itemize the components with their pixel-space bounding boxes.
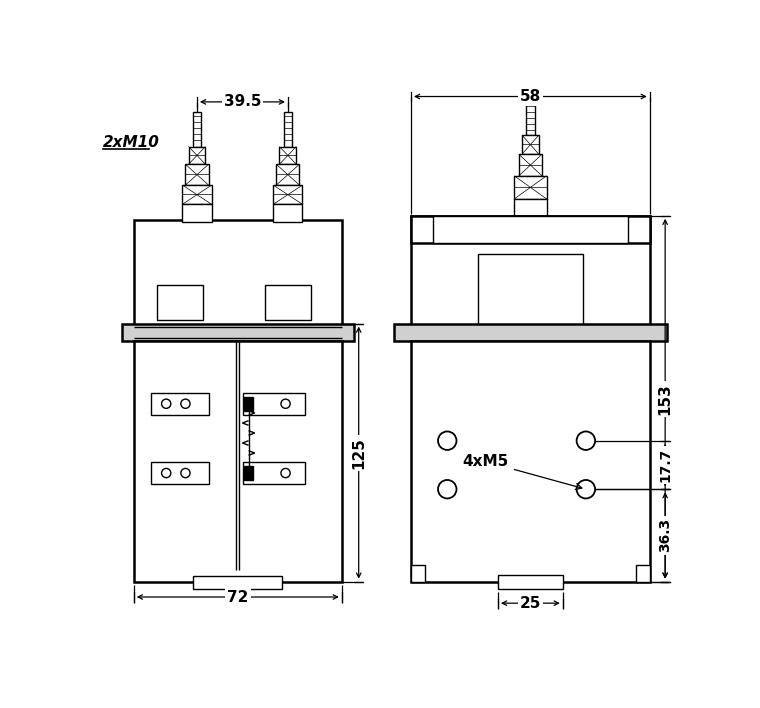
Circle shape <box>281 469 290 478</box>
Bar <box>519 154 542 176</box>
Bar <box>134 341 342 581</box>
Bar <box>193 112 201 147</box>
Circle shape <box>162 469 171 478</box>
Bar <box>515 176 546 199</box>
Bar <box>274 185 302 205</box>
Bar <box>150 393 208 414</box>
Bar <box>264 285 311 320</box>
Bar <box>411 565 425 581</box>
Text: 36.3: 36.3 <box>658 518 672 552</box>
Text: 153: 153 <box>657 383 673 415</box>
Bar <box>498 575 562 589</box>
Text: 2xM10: 2xM10 <box>103 135 160 150</box>
Circle shape <box>438 431 457 450</box>
Text: 72: 72 <box>227 590 249 605</box>
Bar <box>244 396 253 411</box>
Circle shape <box>181 399 190 409</box>
Bar <box>188 147 205 164</box>
Text: 25: 25 <box>520 595 541 611</box>
Bar <box>244 466 253 480</box>
Text: 58: 58 <box>520 89 541 104</box>
Bar <box>411 216 650 243</box>
Circle shape <box>577 431 595 450</box>
Text: 125: 125 <box>351 437 366 469</box>
Bar <box>478 254 583 330</box>
Bar <box>157 285 203 320</box>
Bar <box>243 462 305 484</box>
Bar <box>284 112 292 147</box>
Circle shape <box>577 480 595 498</box>
Circle shape <box>281 399 290 409</box>
Bar <box>280 147 296 164</box>
Bar <box>526 102 535 135</box>
Bar <box>277 164 299 185</box>
Text: 39.5: 39.5 <box>223 94 261 110</box>
Bar <box>193 576 282 589</box>
Bar <box>411 216 650 330</box>
Bar <box>182 185 211 205</box>
Bar <box>150 462 208 484</box>
Bar <box>522 135 539 154</box>
Circle shape <box>438 480 457 498</box>
Bar <box>394 324 667 341</box>
Text: 17.7: 17.7 <box>658 448 672 482</box>
Bar <box>122 324 354 341</box>
Circle shape <box>162 399 171 409</box>
Bar <box>185 164 208 185</box>
Bar <box>243 393 305 414</box>
Bar <box>274 205 302 222</box>
Bar <box>636 565 650 581</box>
Circle shape <box>181 469 190 478</box>
Bar <box>432 216 629 243</box>
Bar <box>515 199 546 216</box>
Bar <box>134 219 342 331</box>
Bar <box>182 205 211 222</box>
Text: 4xM5: 4xM5 <box>463 454 582 489</box>
Bar <box>411 341 650 581</box>
